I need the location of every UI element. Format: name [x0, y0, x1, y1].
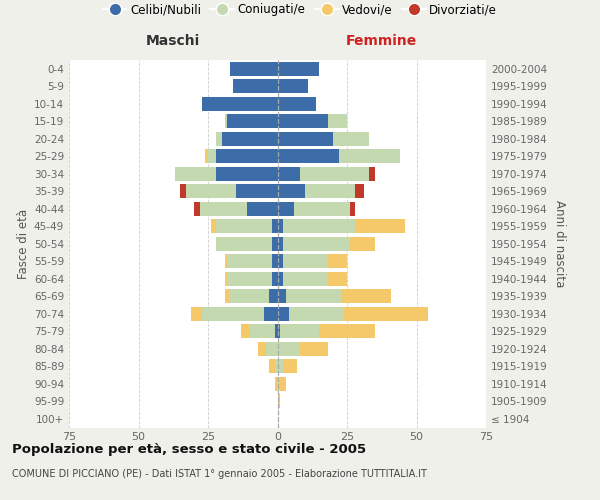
Bar — [277, 114, 328, 128]
Bar — [277, 62, 319, 76]
Bar — [277, 289, 286, 304]
Bar — [277, 324, 280, 338]
Bar — [289, 306, 344, 321]
Bar — [328, 114, 347, 128]
Bar — [272, 254, 277, 268]
Bar — [333, 132, 369, 146]
Bar — [217, 149, 277, 164]
Bar — [180, 184, 186, 198]
Bar — [247, 202, 277, 216]
Bar — [283, 254, 328, 268]
Text: Popolazione per età, sesso e stato civile - 2005: Popolazione per età, sesso e stato civil… — [12, 442, 366, 456]
Bar — [277, 184, 305, 198]
Bar — [277, 219, 283, 234]
Bar — [227, 272, 272, 286]
Bar — [277, 376, 280, 391]
Bar — [211, 219, 217, 234]
Bar — [277, 359, 283, 374]
Bar — [224, 289, 230, 304]
Bar — [328, 272, 347, 286]
Bar — [272, 219, 277, 234]
Bar — [277, 202, 294, 216]
Bar — [283, 219, 355, 234]
Bar — [283, 236, 350, 251]
Bar — [277, 394, 280, 408]
Bar — [355, 219, 406, 234]
Text: Femmine: Femmine — [346, 34, 418, 48]
Bar — [283, 272, 328, 286]
Bar — [350, 236, 375, 251]
Text: COMUNE DI PICCIANO (PE) - Dati ISTAT 1° gennaio 2005 - Elaborazione TUTTITALIA.I: COMUNE DI PICCIANO (PE) - Dati ISTAT 1° … — [12, 469, 427, 479]
Bar — [355, 184, 364, 198]
Bar — [250, 324, 275, 338]
Bar — [272, 236, 277, 251]
Bar — [300, 166, 369, 181]
Bar — [277, 149, 338, 164]
Bar — [217, 132, 222, 146]
Y-axis label: Fasce di età: Fasce di età — [17, 208, 30, 279]
Bar — [277, 236, 283, 251]
Bar — [277, 132, 333, 146]
Bar — [241, 324, 250, 338]
Bar — [286, 289, 341, 304]
Bar — [344, 306, 428, 321]
Bar — [194, 202, 200, 216]
Bar — [341, 289, 391, 304]
Bar — [272, 272, 277, 286]
Bar — [224, 114, 227, 128]
Bar — [224, 272, 227, 286]
Bar — [319, 324, 375, 338]
Legend: Celibi/Nubili, Coniugati/e, Vedovi/e, Divorziati/e: Celibi/Nubili, Coniugati/e, Vedovi/e, Di… — [100, 1, 500, 18]
Bar — [191, 306, 202, 321]
Bar — [277, 166, 300, 181]
Bar — [294, 202, 350, 216]
Bar — [280, 324, 319, 338]
Bar — [369, 166, 375, 181]
Bar — [186, 184, 236, 198]
Bar — [300, 342, 328, 356]
Bar — [328, 254, 347, 268]
Bar — [230, 62, 277, 76]
Bar — [202, 306, 263, 321]
Bar — [277, 306, 289, 321]
Bar — [277, 79, 308, 94]
Bar — [202, 96, 277, 111]
Text: Maschi: Maschi — [146, 34, 200, 48]
Bar — [217, 236, 272, 251]
Y-axis label: Anni di nascita: Anni di nascita — [553, 200, 566, 288]
Bar — [175, 166, 217, 181]
Bar — [277, 96, 316, 111]
Bar — [275, 359, 277, 374]
Bar — [277, 272, 283, 286]
Bar — [258, 342, 266, 356]
Bar — [208, 149, 217, 164]
Bar — [205, 149, 208, 164]
Bar — [269, 359, 275, 374]
Bar — [269, 289, 277, 304]
Bar — [280, 376, 286, 391]
Bar — [338, 149, 400, 164]
Bar — [275, 376, 277, 391]
Bar — [305, 184, 355, 198]
Bar — [277, 342, 300, 356]
Bar — [233, 79, 277, 94]
Bar — [277, 254, 283, 268]
Bar — [236, 184, 277, 198]
Bar — [217, 166, 277, 181]
Bar — [350, 202, 355, 216]
Bar — [283, 359, 297, 374]
Bar — [224, 254, 227, 268]
Bar — [275, 324, 277, 338]
Bar — [217, 219, 272, 234]
Bar — [222, 132, 277, 146]
Bar — [200, 202, 247, 216]
Bar — [230, 289, 269, 304]
Bar — [227, 254, 272, 268]
Bar — [263, 306, 277, 321]
Bar — [266, 342, 277, 356]
Bar — [227, 114, 277, 128]
